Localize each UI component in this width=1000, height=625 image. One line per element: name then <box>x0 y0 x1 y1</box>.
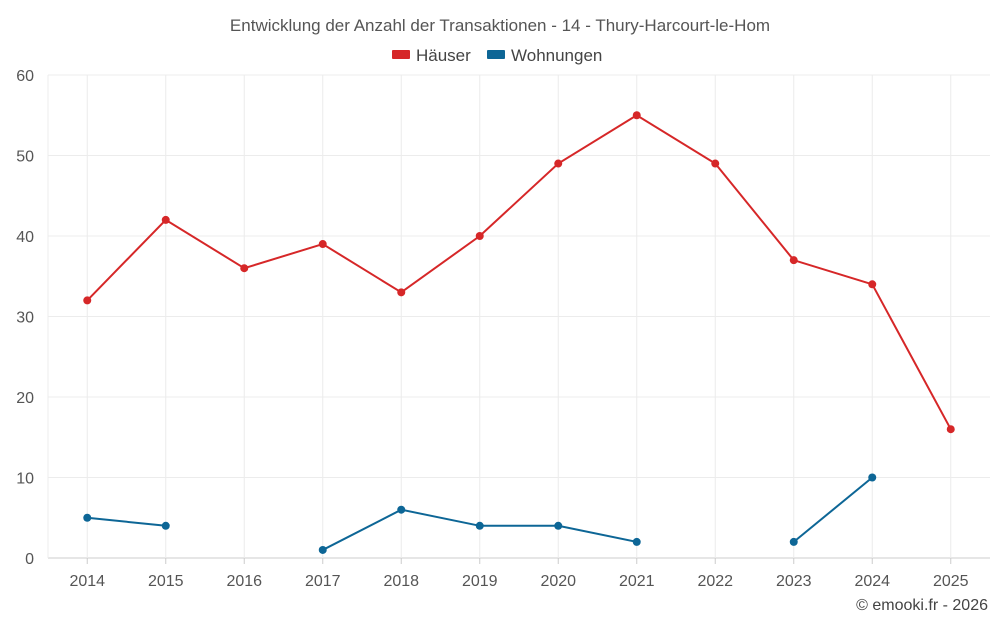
x-tick-label: 2023 <box>776 573 812 590</box>
data-point[interactable] <box>554 159 563 168</box>
data-point[interactable] <box>632 537 641 546</box>
data-point[interactable] <box>397 505 406 514</box>
legend-item[interactable]: Häuser <box>392 46 471 65</box>
x-tick-label: 2022 <box>697 573 733 590</box>
x-tick-label: 2015 <box>148 573 184 590</box>
x-tick-label: 2020 <box>540 573 576 590</box>
y-tick-label: 0 <box>25 551 34 568</box>
data-point[interactable] <box>161 215 170 224</box>
data-point[interactable] <box>868 473 877 482</box>
data-point[interactable] <box>554 521 563 530</box>
data-point[interactable] <box>240 264 249 273</box>
y-tick-label: 10 <box>16 471 34 488</box>
x-axis: 2014 2015 2016 2017 2018 2019 2020 2021 2022 2023… <box>69 558 969 590</box>
x-tick-label: 2016 <box>226 573 262 590</box>
series-line <box>793 476 873 543</box>
series-line <box>87 516 166 527</box>
x-tick-label: 2021 <box>619 573 655 590</box>
chart-title: Entwicklung der Anzahl der Transaktionen… <box>230 16 770 35</box>
data-point[interactable] <box>789 256 798 265</box>
data-point[interactable] <box>83 513 92 522</box>
x-tick-label: 2024 <box>854 573 890 590</box>
grid <box>47 74 990 559</box>
legend-label: Häuser <box>416 46 471 65</box>
data-point[interactable] <box>475 232 484 240</box>
legend: Häuser Wohnungen <box>392 46 602 65</box>
legend-item[interactable]: Wohnungen <box>487 46 602 65</box>
series-wohnungen <box>83 473 877 554</box>
y-tick-label: 20 <box>16 390 34 407</box>
data-point[interactable] <box>632 111 641 120</box>
x-tick-label: 2017 <box>305 573 341 590</box>
data-point[interactable] <box>868 280 877 289</box>
data-point[interactable] <box>475 521 484 530</box>
data-point[interactable] <box>789 537 798 546</box>
x-tick-label: 2019 <box>462 573 498 590</box>
legend-label: Wohnungen <box>511 46 602 65</box>
legend-swatch <box>487 50 505 59</box>
data-point[interactable] <box>161 521 170 530</box>
credit-label: © emooki.fr - 2026 <box>856 597 988 614</box>
y-axis: 0 10 20 30 40 50 60 <box>16 68 34 568</box>
data-point[interactable] <box>397 288 406 297</box>
x-tick-label: 2014 <box>69 573 105 590</box>
y-tick-label: 60 <box>16 68 34 85</box>
series-haeuser <box>83 111 955 434</box>
series-group <box>83 111 955 554</box>
data-point[interactable] <box>318 545 327 554</box>
series-line <box>86 114 952 430</box>
data-point[interactable] <box>318 240 327 249</box>
y-tick-label: 50 <box>16 149 34 166</box>
data-point[interactable] <box>83 296 92 305</box>
x-tick-label: 2025 <box>933 573 969 590</box>
data-point[interactable] <box>711 159 720 168</box>
legend-swatch <box>392 50 410 59</box>
x-tick-label: 2018 <box>383 573 419 590</box>
y-tick-label: 40 <box>16 229 34 246</box>
y-tick-label: 30 <box>16 310 34 327</box>
data-point[interactable] <box>946 425 955 434</box>
